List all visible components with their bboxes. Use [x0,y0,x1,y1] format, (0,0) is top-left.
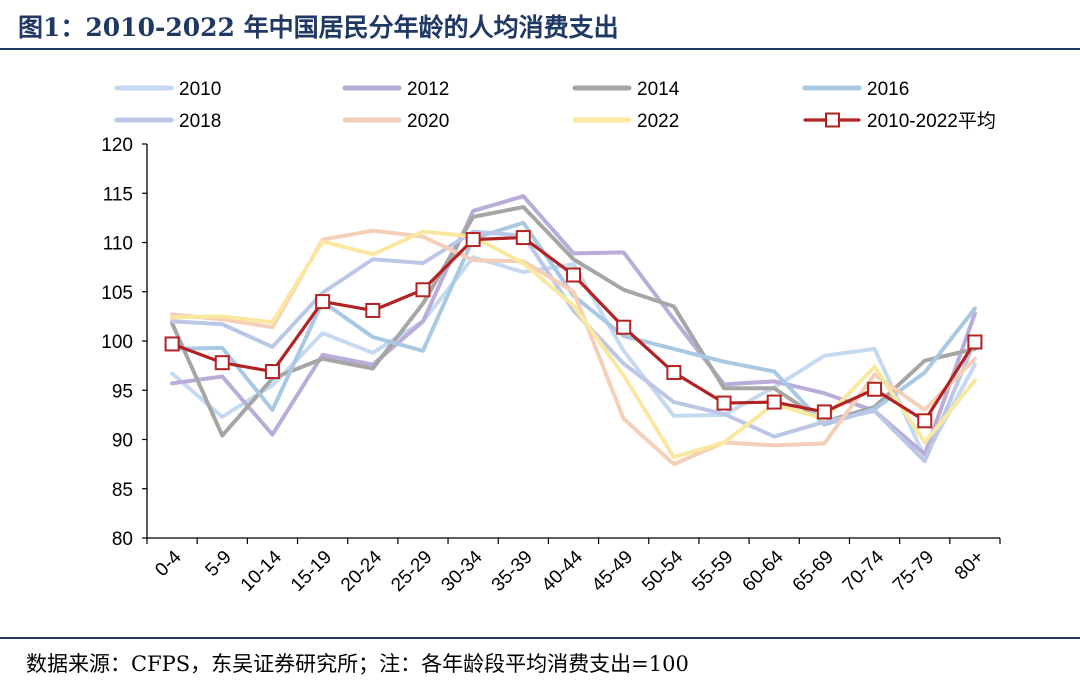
legend-label-2020: 2020 [407,111,449,132]
y-tick-label: 80 [112,529,133,550]
series-marker-2010-2022平均 [566,267,581,283]
series-marker-2010-2022平均 [415,282,431,298]
chart-legend: 2010 2012 2014 2016 2018 2020 2022 2010-2022平均 [114,79,996,132]
legend-label-2014: 2014 [637,79,680,100]
x-tick-label: 35-39 [488,547,537,596]
legend-label-2016: 2016 [867,79,909,100]
legend-label-2012: 2012 [407,79,449,100]
series-marker-2010-2022平均 [365,302,381,318]
legend-label-2010-2022平均: 2010-2022平均 [867,110,996,132]
y-tick-label: 120 [101,135,133,156]
x-tick-label: 50-54 [638,546,688,596]
title-divider [0,48,1080,50]
x-tick-label: 5-9 [202,547,236,581]
series-marker-2010-2022平均 [666,365,682,381]
x-tick-label: 65-69 [789,547,838,596]
series-marker-2010-2022平均 [214,355,230,371]
x-tick-label: 60-64 [739,546,789,596]
legend-label-2018: 2018 [179,111,221,132]
y-tick-label: 100 [101,332,133,353]
legend-label-2022: 2022 [637,111,679,132]
series-marker-2010-2022平均 [515,230,531,246]
y-tick-label: 105 [101,283,133,304]
x-tick-label: 70-74 [839,546,889,596]
series-line-2010 [170,255,977,460]
series-marker-2010-2022平均 [716,395,732,411]
legend-label-2010: 2010 [179,79,221,100]
series-marker-2010-2022平均 [315,294,331,310]
x-tick-label: 40-44 [538,546,588,596]
series-line-2022 [170,229,977,460]
x-tick-label: 10-14 [237,546,287,596]
series-marker-2010-2022平均 [816,404,832,420]
series-marker-2010-2022平均 [264,364,280,380]
series-marker-2010-2022平均 [766,394,782,410]
x-tick-label: 15-19 [287,547,336,596]
y-tick-label: 110 [103,234,133,255]
x-tick-label: 20-24 [337,546,387,596]
x-tick-label: 0-4 [151,546,186,581]
x-tick-label: 30-34 [437,546,487,596]
series-marker-2010-2022平均 [967,334,983,350]
footer-divider [0,637,1080,639]
y-tick-label: 115 [103,184,133,205]
x-tick-label: 55-59 [688,547,737,596]
x-tick-label: 45-49 [588,547,637,596]
series-marker-2010-2022平均 [164,336,180,352]
legend-marker-2010-2022平均 [825,112,840,128]
series-marker-2010-2022平均 [616,319,632,335]
series-marker-2010-2022平均 [465,232,481,248]
y-tick-label: 85 [112,480,133,501]
x-tick-label: 25-29 [387,547,436,596]
series-marker-2010-2022平均 [917,413,933,429]
chart-title: 图1：2010-2022 年中国居民分年龄的人均消费支出 [18,13,619,42]
x-tick-label: 75-79 [889,547,938,596]
x-tick-label: 80+ [951,547,989,585]
y-tick-label: 95 [112,381,133,402]
chart-plot-area [164,194,983,467]
source-note: 数据来源：CFPS，东吴证券研究所；注：各年龄段平均消费支出=100 [26,652,689,676]
series-marker-2010-2022平均 [867,381,883,397]
y-tick-label: 90 [112,431,133,452]
